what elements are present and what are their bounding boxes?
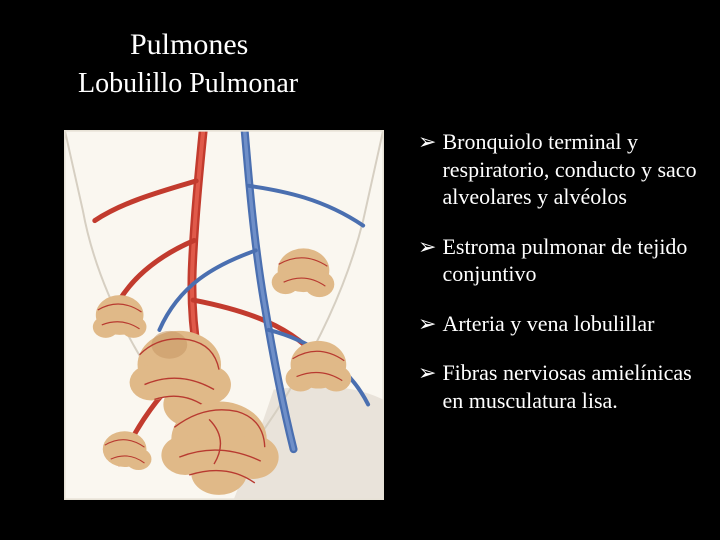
slide-root: Pulmones Lobulillo Pulmonar [0, 0, 720, 540]
bullet-list: ➢ Bronquiolo terminal y respiratorio, co… [418, 128, 708, 436]
bullet-marker-icon: ➢ [418, 310, 436, 338]
bullet-text: Fibras nerviosas amielínicas en musculat… [442, 359, 708, 414]
anatomy-svg [65, 131, 383, 499]
bullet-item: ➢ Bronquiolo terminal y respiratorio, co… [418, 128, 708, 211]
bullet-marker-icon: ➢ [418, 128, 436, 156]
bullet-text: Bronquiolo terminal y respiratorio, cond… [442, 128, 708, 211]
bullet-marker-icon: ➢ [418, 233, 436, 261]
bullet-text: Arteria y vena lobulillar [442, 310, 708, 338]
slide-subtitle: Lobulillo Pulmonar [78, 68, 298, 100]
slide-title: Pulmones [130, 28, 248, 62]
bullet-text: Estroma pulmonar de tejido conjuntivo [442, 233, 708, 288]
bullet-marker-icon: ➢ [418, 359, 436, 387]
bullet-item: ➢ Fibras nerviosas amielínicas en muscul… [418, 359, 708, 414]
bullet-item: ➢ Estroma pulmonar de tejido conjuntivo [418, 233, 708, 288]
bullet-item: ➢ Arteria y vena lobulillar [418, 310, 708, 338]
anatomy-figure [64, 130, 384, 500]
